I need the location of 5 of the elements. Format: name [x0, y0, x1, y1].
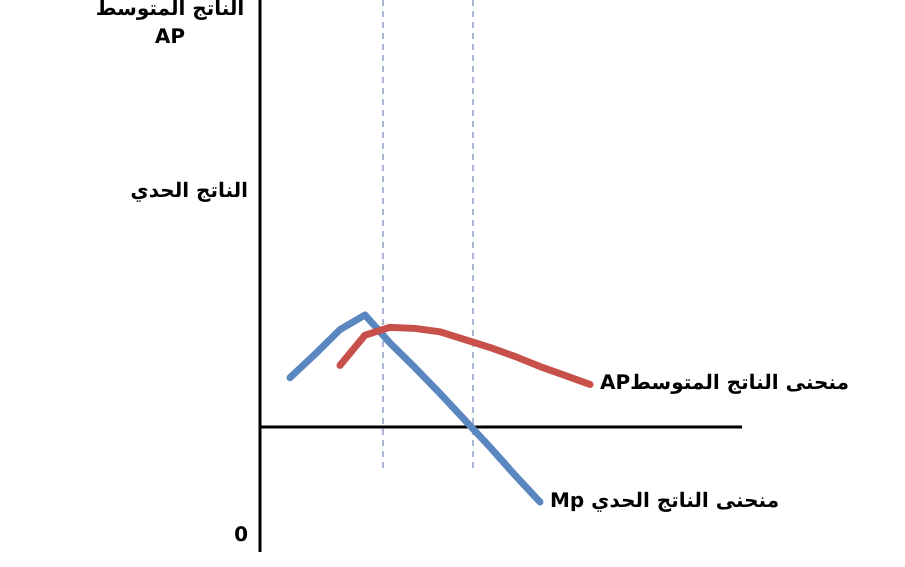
text: الناتج المتوسط AP — [94, 0, 246, 50]
series-label: منحنى الناتج المتوسطAP — [600, 370, 849, 394]
series-label: منحنى الناتج الحدي Mp — [550, 488, 780, 512]
text: الناتج الحدي — [130, 178, 248, 202]
text: 0 — [234, 522, 248, 546]
